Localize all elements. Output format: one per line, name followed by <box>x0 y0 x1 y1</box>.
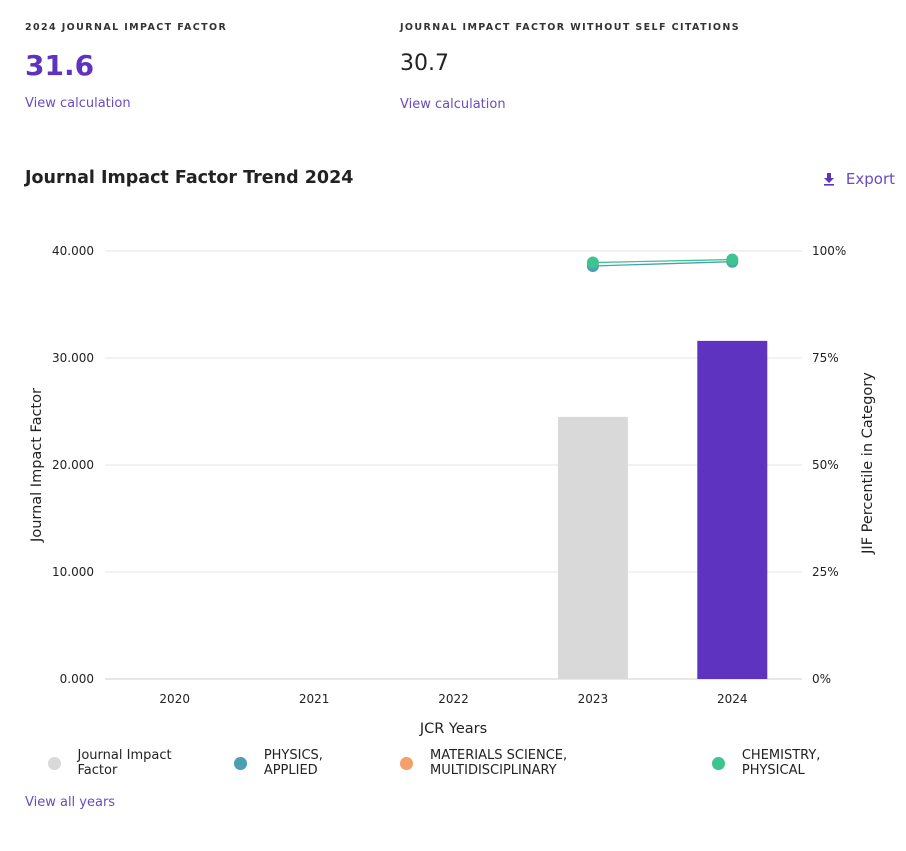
legend-swatch <box>234 756 247 770</box>
jif-metric: 2024 JOURNAL IMPACT FACTOR 31.6 View cal… <box>25 22 227 111</box>
jif-view-calculation-link[interactable]: View calculation <box>25 96 131 111</box>
y2-tick-label: 100% <box>812 244 846 258</box>
y-axis-title: Journal Impact Factor <box>29 388 45 543</box>
y2-tick-label: 75% <box>812 351 839 365</box>
legend-item[interactable]: Journal Impact Factor <box>48 748 210 778</box>
export-label: Export <box>845 170 895 188</box>
jif-label: 2024 JOURNAL IMPACT FACTOR <box>25 22 228 33</box>
legend-item[interactable]: CHEMISTRY, PHYSICAL <box>712 748 882 778</box>
legend-swatch <box>400 756 413 770</box>
jif-no-self-value: 30.7 <box>400 51 449 76</box>
x-axis-title: JCR Years <box>419 721 487 737</box>
y2-tick-label: 0% <box>812 672 831 686</box>
series-point-2 <box>586 256 599 269</box>
chart-legend: Journal Impact Factor PHYSICS, APPLIED MAT… <box>48 748 906 778</box>
x-tick-label: 2020 <box>159 692 190 706</box>
legend-item[interactable]: MATERIALS SCIENCE, MULTIDISCIPLINARY <box>400 748 688 778</box>
view-all-years-link[interactable]: View all years <box>25 795 116 810</box>
jif-no-self-label: JOURNAL IMPACT FACTOR WITHOUT SELF CITAT… <box>400 22 740 33</box>
x-tick-label: 2024 <box>717 692 748 706</box>
x-tick-label: 2022 <box>438 692 469 706</box>
y-tick-label: 20.000 <box>52 458 94 472</box>
y-tick-label: 40.000 <box>52 244 94 258</box>
legend-swatch <box>712 756 725 770</box>
series-line-0 <box>592 261 733 267</box>
chart-title: Journal Impact Factor Trend 2024 <box>25 168 354 188</box>
legend-label: PHYSICS, APPLIED <box>263 748 323 778</box>
bar-2023 <box>557 416 628 679</box>
export-button[interactable]: Export <box>822 170 895 188</box>
y2-tick-label: 50% <box>812 458 839 472</box>
legend-swatch <box>48 756 61 770</box>
series-point-2 <box>726 253 739 266</box>
y-tick-label: 10.000 <box>52 565 94 579</box>
y-tick-label: 30.000 <box>52 351 94 365</box>
jif-value: 31.6 <box>25 49 95 82</box>
y-tick-label: 0.000 <box>60 672 94 686</box>
y2-axis-title: JIF Percentile in Category <box>860 372 876 555</box>
jif-trend-chart: 0.000 10.000 20.000 30.000 40.000 0% 25% 50% 75%… <box>29 244 876 737</box>
y2-tick-label: 25% <box>812 565 839 579</box>
bar-2024 <box>697 340 768 679</box>
legend-label: MATERIALS SCIENCE, MULTIDISCIPLINARY <box>429 748 568 778</box>
download-icon <box>823 173 834 186</box>
legend-item[interactable]: PHYSICS, APPLIED <box>234 748 376 778</box>
legend-label: CHEMISTRY, PHYSICAL <box>741 748 821 778</box>
x-tick-label: 2023 <box>578 692 609 706</box>
series-line-2 <box>592 258 733 264</box>
legend-label: Journal Impact Factor <box>77 748 172 778</box>
x-tick-label: 2021 <box>299 692 330 706</box>
jif-no-self-view-calculation-link[interactable]: View calculation <box>400 97 506 112</box>
jif-no-self-metric: JOURNAL IMPACT FACTOR WITHOUT SELF CITAT… <box>400 22 740 112</box>
